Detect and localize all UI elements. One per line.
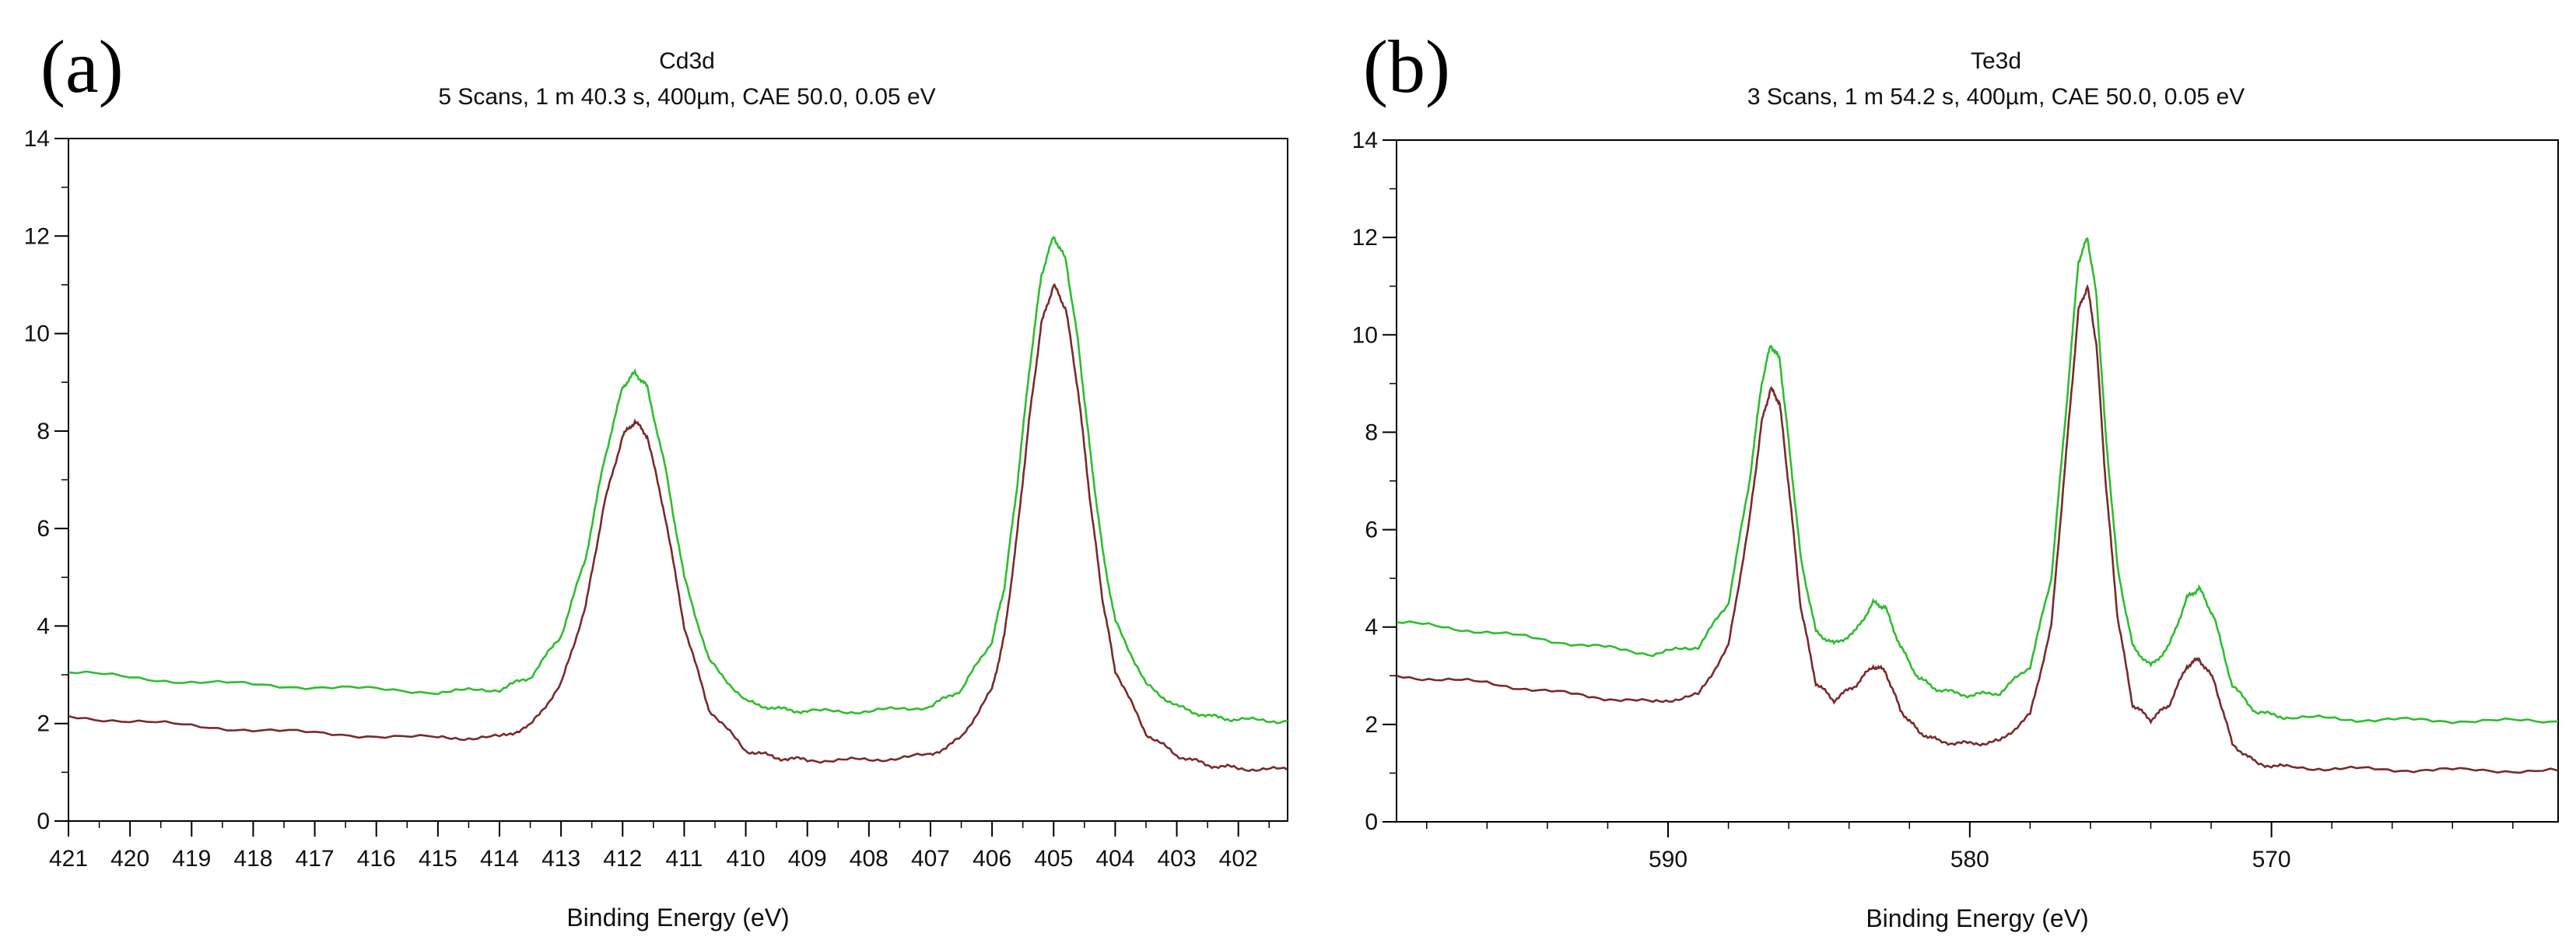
y-tick-label: 14 xyxy=(24,126,50,152)
x-tick-label: 402 xyxy=(1219,846,1258,872)
y-tick-label: 12 xyxy=(24,223,50,249)
y-tick-label: 10 xyxy=(24,321,50,347)
y-tick-label: 8 xyxy=(37,419,50,444)
x-tick-label: 570 xyxy=(2252,847,2291,872)
y-tick-label: 8 xyxy=(1365,419,1378,445)
x-tick-label: 415 xyxy=(419,846,457,872)
x-tick-label: 411 xyxy=(666,846,703,872)
x-tick-label: 404 xyxy=(1095,846,1134,872)
chart-panel-a: (a) Cd3d 5 Scans, 1 m 40.3 s, 400µm, CAE… xyxy=(24,25,1288,932)
x-tick-label: 412 xyxy=(603,846,642,872)
y-tick-label: 10 xyxy=(1352,322,1378,348)
chart-subtitle: 3 Scans, 1 m 54.2 s, 400µm, CAE 50.0, 0.… xyxy=(1747,84,2245,110)
y-tick-label: 6 xyxy=(1365,518,1378,543)
chart-panel-b: (b) Te3d 3 Scans, 1 m 54.2 s, 400µm, CAE… xyxy=(1338,0,2576,951)
x-tick-label: 414 xyxy=(480,846,519,872)
x-axis-title: Binding Energy (eV) xyxy=(1866,904,2088,932)
x-tick-label: 421 xyxy=(49,846,88,872)
series-line-green xyxy=(68,235,1288,725)
series-line-green xyxy=(1397,237,2558,725)
x-tick-label: 590 xyxy=(1649,847,1688,872)
y-tick-label: 6 xyxy=(37,516,50,542)
chart-title: Cd3d xyxy=(659,48,715,74)
x-tick-label: 413 xyxy=(541,846,580,872)
x-tick-label: 410 xyxy=(727,846,766,872)
chart-subtitle: 5 Scans, 1 m 40.3 s, 400µm, CAE 50.0, 0.… xyxy=(438,84,936,110)
y-tick-label: 4 xyxy=(1365,615,1378,640)
x-tick-label: 417 xyxy=(296,846,335,872)
chart-title: Te3d xyxy=(1970,48,2022,74)
y-tick-label: 2 xyxy=(1365,712,1378,738)
plot-frame xyxy=(68,138,1288,822)
y-tick-label: 0 xyxy=(1365,809,1378,835)
y-tick-label: 4 xyxy=(37,613,50,639)
x-tick-label: 405 xyxy=(1034,846,1073,872)
series-line-dark-red xyxy=(68,282,1288,772)
panel-label: (b) xyxy=(1363,25,1450,108)
x-tick-label: 580 xyxy=(1950,847,1989,872)
x-tick-label: 420 xyxy=(110,846,149,872)
x-tick-label: 409 xyxy=(788,846,827,872)
y-tick-label: 14 xyxy=(1352,128,1378,153)
panel-label: (a) xyxy=(40,25,124,108)
y-tick-label: 0 xyxy=(37,809,50,834)
x-tick-label: 418 xyxy=(233,846,272,872)
x-tick-label: 407 xyxy=(911,846,950,872)
x-tick-label: 403 xyxy=(1158,846,1197,872)
chart-svg: 421 420 419 418 417 416 415 414 413 412 411 410 409 4… xyxy=(24,126,1288,932)
y-tick-label: 2 xyxy=(37,711,50,737)
x-tick-label: 419 xyxy=(172,846,211,872)
y-tick-label: 12 xyxy=(1352,225,1378,251)
x-tick-label: 416 xyxy=(357,846,396,872)
chart-svg: 590 580 570 0 2 4 6 8 10 12 14 Binding Energy (eV) xyxy=(1352,128,2559,932)
x-tick-label: 408 xyxy=(850,846,888,872)
series-line-dark-red xyxy=(1397,283,2558,774)
x-tick-label: 406 xyxy=(973,846,1011,872)
x-axis-title: Binding Energy (eV) xyxy=(566,904,789,932)
